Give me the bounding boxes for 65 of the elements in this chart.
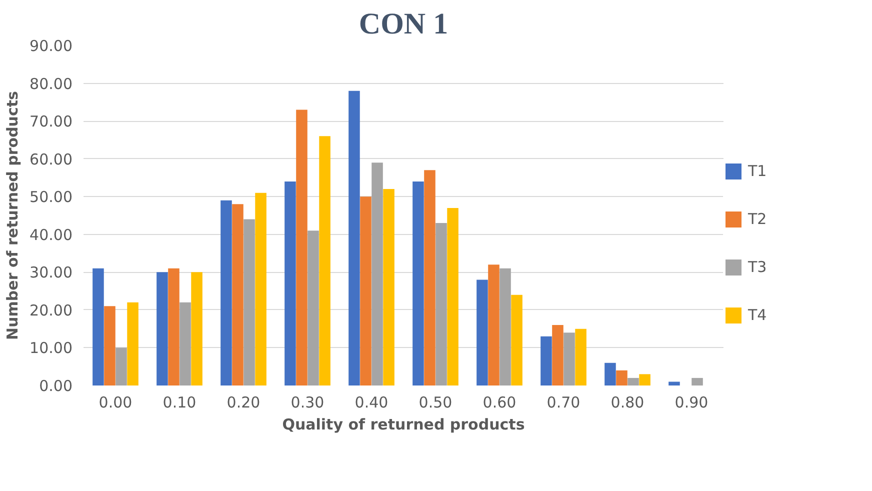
x-tick-label: 0.90 <box>674 394 708 412</box>
bar <box>308 230 319 386</box>
legend-label: T4 <box>748 306 768 324</box>
y-tick-label: 80.00 <box>30 74 73 93</box>
bar <box>488 264 500 386</box>
y-tick-label: 0.00 <box>39 377 73 395</box>
bar <box>220 200 232 386</box>
bar <box>372 162 383 386</box>
bar <box>436 223 447 386</box>
chart-title: CON 1 <box>358 8 448 40</box>
bar <box>628 378 639 386</box>
x-tick-label: 0.30 <box>290 394 324 412</box>
bar <box>552 325 564 386</box>
bar <box>447 208 458 386</box>
x-tick-label: 0.80 <box>610 394 644 412</box>
bar <box>476 280 488 386</box>
y-tick-label: 60.00 <box>30 150 73 168</box>
y-tick-label: 50.00 <box>30 188 73 206</box>
bar <box>319 136 330 386</box>
bar <box>232 204 244 386</box>
y-tick-label: 10.00 <box>30 339 73 358</box>
bar <box>564 332 575 386</box>
bar <box>156 272 168 386</box>
x-tick-label: 0.40 <box>354 394 388 412</box>
legend-label: T3 <box>748 258 768 276</box>
bar <box>616 370 628 386</box>
bar <box>296 110 308 386</box>
x-tick-label: 0.60 <box>482 394 516 412</box>
x-axis-title: Quality of returned products <box>282 416 525 434</box>
x-tick-label: 0.50 <box>418 394 452 412</box>
x-tick-label: 0.20 <box>226 394 260 412</box>
bar <box>360 196 372 386</box>
bar <box>116 348 127 386</box>
bar <box>127 302 138 386</box>
bar <box>104 306 116 386</box>
y-tick-label: 40.00 <box>30 226 73 244</box>
bar <box>255 192 266 386</box>
bar <box>412 182 424 386</box>
bar <box>575 328 586 386</box>
bar <box>692 378 703 386</box>
bar <box>180 302 191 386</box>
bar <box>424 170 436 386</box>
legend-label: T2 <box>748 210 768 228</box>
bar <box>511 294 522 386</box>
y-tick-label: 90.00 <box>30 37 73 55</box>
y-tick-label: 20.00 <box>30 301 73 320</box>
bar <box>639 374 650 386</box>
x-tick-label: 0.00 <box>98 394 132 412</box>
bar <box>383 189 394 386</box>
y-tick-label: 70.00 <box>30 112 73 131</box>
y-axis-title: Number of returned products <box>4 90 22 340</box>
x-tick-label: 0.70 <box>546 394 580 412</box>
bar <box>284 182 296 386</box>
bar <box>244 219 255 386</box>
bar <box>168 268 180 386</box>
bar <box>668 382 680 386</box>
bar <box>604 362 616 386</box>
bar <box>92 268 104 386</box>
x-tick-label: 0.10 <box>162 394 196 412</box>
bar <box>191 272 202 386</box>
y-tick-label: 30.00 <box>30 264 73 282</box>
bar <box>348 90 360 386</box>
bar <box>500 268 511 386</box>
bar <box>540 336 552 386</box>
legend-label: T1 <box>748 162 768 180</box>
